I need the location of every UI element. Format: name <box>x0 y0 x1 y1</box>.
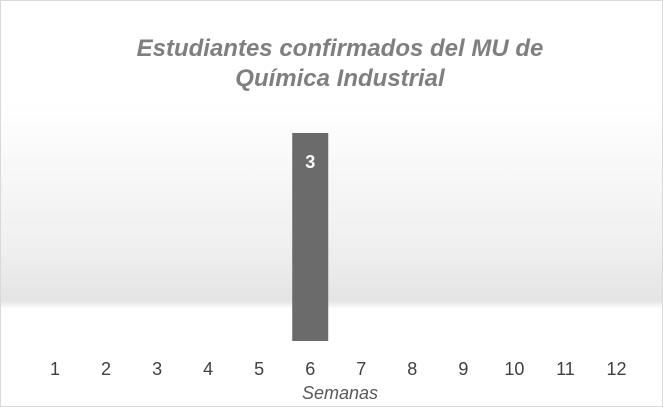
bar <box>292 133 329 341</box>
x-tick-label: 1 <box>50 359 60 379</box>
chart-title: Estudiantes confirmados del MU de Químic… <box>136 35 544 92</box>
data-label: 0 <box>101 310 111 330</box>
x-axis-label: Semanas <box>302 383 378 403</box>
data-label: 3 <box>305 152 315 172</box>
x-tick-label: 5 <box>254 359 264 379</box>
data-label: 0 <box>407 310 417 330</box>
data-label: 0 <box>560 310 570 330</box>
x-tick-label: 6 <box>305 359 315 379</box>
x-tick-label: 3 <box>152 359 162 379</box>
x-tick-label: 11 <box>556 359 575 379</box>
data-label: 0 <box>254 310 264 330</box>
data-label: 0 <box>50 310 60 330</box>
data-label: 0 <box>458 310 468 330</box>
x-tick-label: 2 <box>101 359 111 379</box>
x-tick-label: 12 <box>606 359 626 379</box>
x-tick-label: 8 <box>407 359 417 379</box>
x-tick-label: 10 <box>504 359 524 379</box>
x-tick-label: 9 <box>458 359 468 379</box>
data-label: 0 <box>152 310 162 330</box>
data-label: 0 <box>509 310 519 330</box>
x-tick-label: 7 <box>356 359 366 379</box>
data-label: 0 <box>356 310 366 330</box>
data-label: 0 <box>203 310 213 330</box>
data-label: 0 <box>611 310 621 330</box>
x-tick-label: 4 <box>203 359 213 379</box>
